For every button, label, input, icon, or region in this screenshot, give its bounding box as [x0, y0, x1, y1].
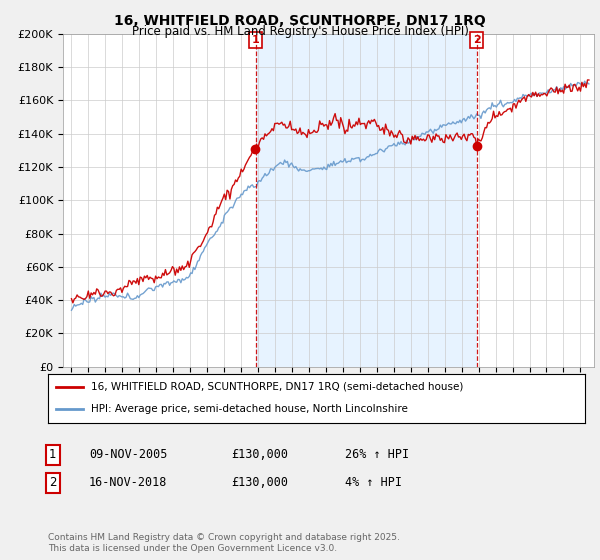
Text: 1: 1 — [49, 448, 56, 461]
Text: £130,000: £130,000 — [231, 448, 288, 461]
Text: 4% ↑ HPI: 4% ↑ HPI — [345, 476, 402, 489]
Bar — [256, 34, 476, 367]
Text: Contains HM Land Registry data © Crown copyright and database right 2025.
This d: Contains HM Land Registry data © Crown c… — [48, 533, 400, 553]
Text: 16-NOV-2018: 16-NOV-2018 — [89, 476, 167, 489]
Text: 2: 2 — [49, 476, 56, 489]
Text: 1: 1 — [252, 35, 260, 45]
Text: £130,000: £130,000 — [231, 476, 288, 489]
Text: 26% ↑ HPI: 26% ↑ HPI — [345, 448, 409, 461]
Text: 2: 2 — [473, 35, 481, 45]
Text: 16, WHITFIELD ROAD, SCUNTHORPE, DN17 1RQ: 16, WHITFIELD ROAD, SCUNTHORPE, DN17 1RQ — [114, 14, 486, 28]
Text: Price paid vs. HM Land Registry's House Price Index (HPI): Price paid vs. HM Land Registry's House … — [131, 25, 469, 38]
Text: 09-NOV-2005: 09-NOV-2005 — [89, 448, 167, 461]
Text: HPI: Average price, semi-detached house, North Lincolnshire: HPI: Average price, semi-detached house,… — [91, 404, 408, 414]
Text: 16, WHITFIELD ROAD, SCUNTHORPE, DN17 1RQ (semi-detached house): 16, WHITFIELD ROAD, SCUNTHORPE, DN17 1RQ… — [91, 382, 463, 392]
